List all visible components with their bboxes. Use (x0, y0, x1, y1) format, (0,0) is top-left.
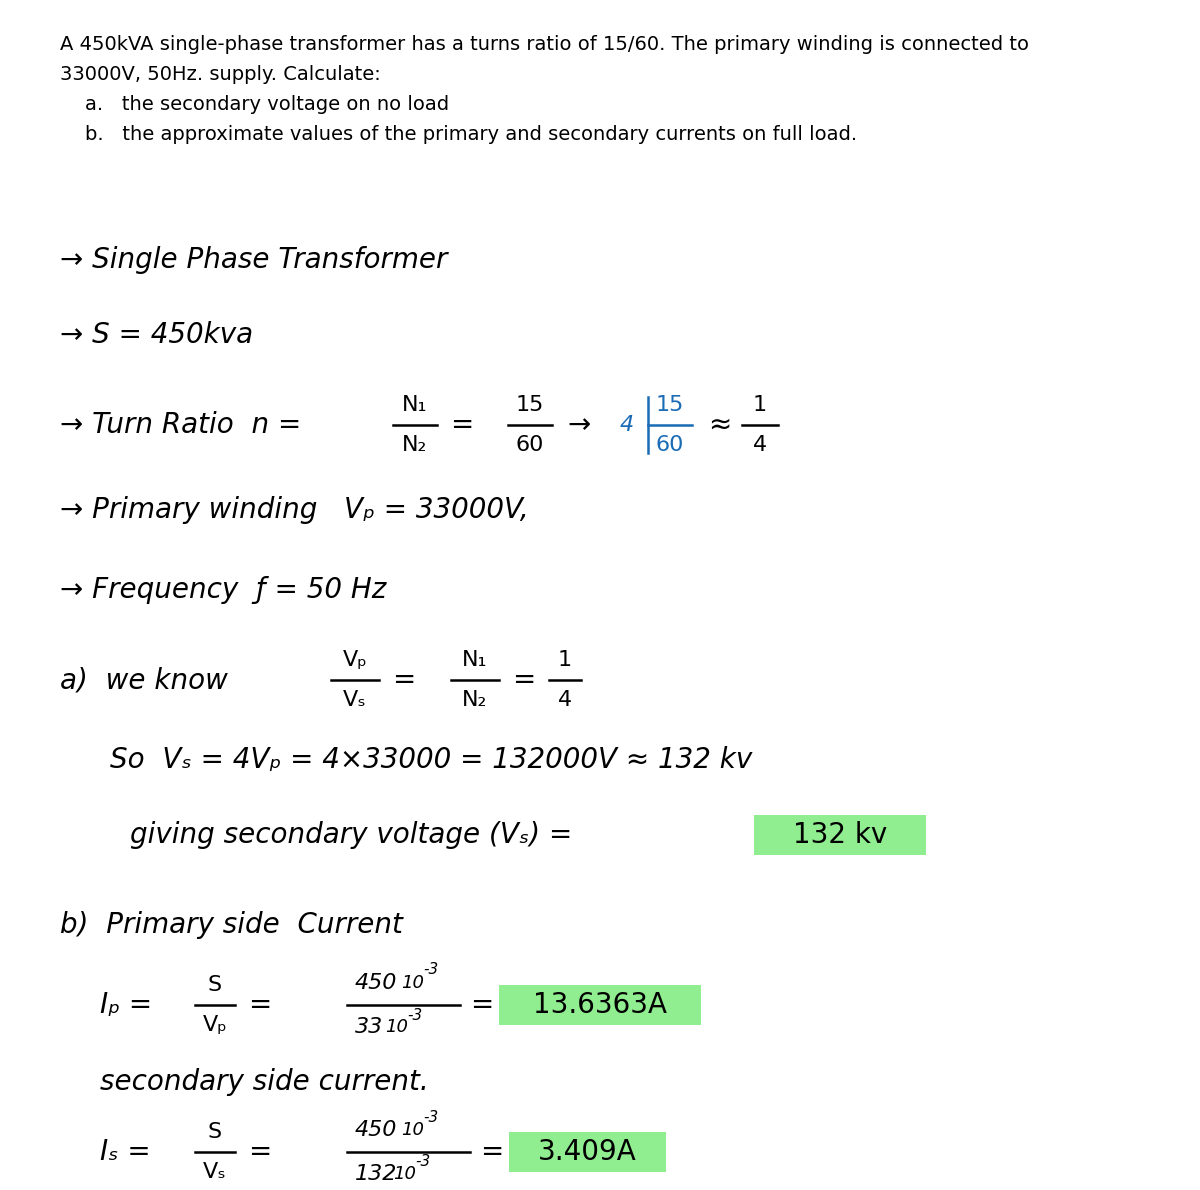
Text: -3: -3 (424, 1109, 438, 1125)
Text: 10: 10 (401, 973, 424, 992)
Text: 60: 60 (516, 436, 544, 455)
Text: -3: -3 (415, 1154, 431, 1170)
Text: 10: 10 (401, 1121, 424, 1139)
Text: 4: 4 (558, 690, 572, 710)
Text: So  Vₛ = 4Vₚ = 4×33000 = 132000V ≈ 132 kv: So Vₛ = 4Vₚ = 4×33000 = 132000V ≈ 132 kv (110, 746, 752, 774)
Text: 60: 60 (656, 436, 684, 455)
Text: 132 kv: 132 kv (793, 821, 887, 848)
Text: 33000V, 50Hz. supply. Calculate:: 33000V, 50Hz. supply. Calculate: (60, 65, 380, 84)
Text: 15: 15 (516, 395, 544, 415)
Text: Iₛ =: Iₛ = (100, 1138, 151, 1166)
Text: -3: -3 (407, 1008, 422, 1022)
Text: 1: 1 (752, 395, 767, 415)
Text: 4: 4 (752, 436, 767, 455)
Text: b.   the approximate values of the primary and secondary currents on full load.: b. the approximate values of the primary… (60, 125, 857, 144)
Text: Vₚ: Vₚ (203, 1015, 227, 1035)
Text: → Turn Ratio  n =: → Turn Ratio n = (60, 411, 310, 439)
Text: Vₛ: Vₛ (343, 690, 367, 710)
Text: Vₚ: Vₚ (343, 650, 367, 670)
Text: N₁: N₁ (462, 650, 487, 670)
Text: 4: 4 (620, 415, 634, 436)
Text: =: = (450, 411, 473, 439)
Text: =: = (392, 666, 415, 694)
FancyBboxPatch shape (509, 1132, 666, 1172)
Text: →: → (568, 411, 590, 439)
Text: a.   the secondary voltage on no load: a. the secondary voltage on no load (60, 95, 449, 114)
Text: 13.6363A: 13.6363A (533, 991, 667, 1019)
Text: ≈: ≈ (708, 411, 731, 439)
Text: → S = 450kva: → S = 450kva (60, 321, 253, 349)
Text: Vₛ: Vₛ (203, 1161, 227, 1182)
Text: 1: 1 (558, 650, 572, 670)
Text: b)  Primary side  Current: b) Primary side Current (60, 912, 403, 939)
Text: 10: 10 (394, 1165, 416, 1183)
Text: S: S (208, 1122, 222, 1142)
Text: =: = (480, 1138, 503, 1166)
Text: S: S (208, 975, 222, 995)
Text: N₂: N₂ (462, 690, 487, 710)
Text: =: = (248, 1138, 271, 1166)
Text: 15: 15 (656, 395, 684, 415)
Text: Iₚ =: Iₚ = (100, 991, 152, 1019)
Text: 132: 132 (355, 1164, 397, 1184)
FancyBboxPatch shape (754, 815, 926, 854)
Text: N₂: N₂ (402, 436, 427, 455)
Text: =: = (470, 991, 493, 1019)
Text: =: = (248, 991, 271, 1019)
Text: 450: 450 (355, 1120, 397, 1140)
Text: 10: 10 (385, 1017, 408, 1036)
Text: → Primary winding   Vₚ = 33000V,: → Primary winding Vₚ = 33000V, (60, 496, 529, 524)
Text: 33: 33 (355, 1017, 383, 1036)
Text: secondary side current.: secondary side current. (100, 1067, 428, 1096)
Text: -3: -3 (424, 963, 438, 977)
Text: 450: 450 (355, 973, 397, 992)
Text: N₁: N₁ (402, 395, 427, 415)
Text: → Frequency  ƒ = 50 Hz: → Frequency ƒ = 50 Hz (60, 576, 386, 605)
Text: giving secondary voltage (Vₛ) =: giving secondary voltage (Vₛ) = (130, 821, 581, 848)
FancyBboxPatch shape (499, 985, 701, 1025)
Text: a)  we know: a) we know (60, 666, 228, 694)
Text: → Single Phase Transformer: → Single Phase Transformer (60, 246, 448, 274)
Text: A 450kVA single-phase transformer has a turns ratio of 15/60. The primary windin: A 450kVA single-phase transformer has a … (60, 35, 1030, 54)
Text: =: = (512, 666, 535, 694)
Text: 3.409A: 3.409A (538, 1138, 637, 1166)
